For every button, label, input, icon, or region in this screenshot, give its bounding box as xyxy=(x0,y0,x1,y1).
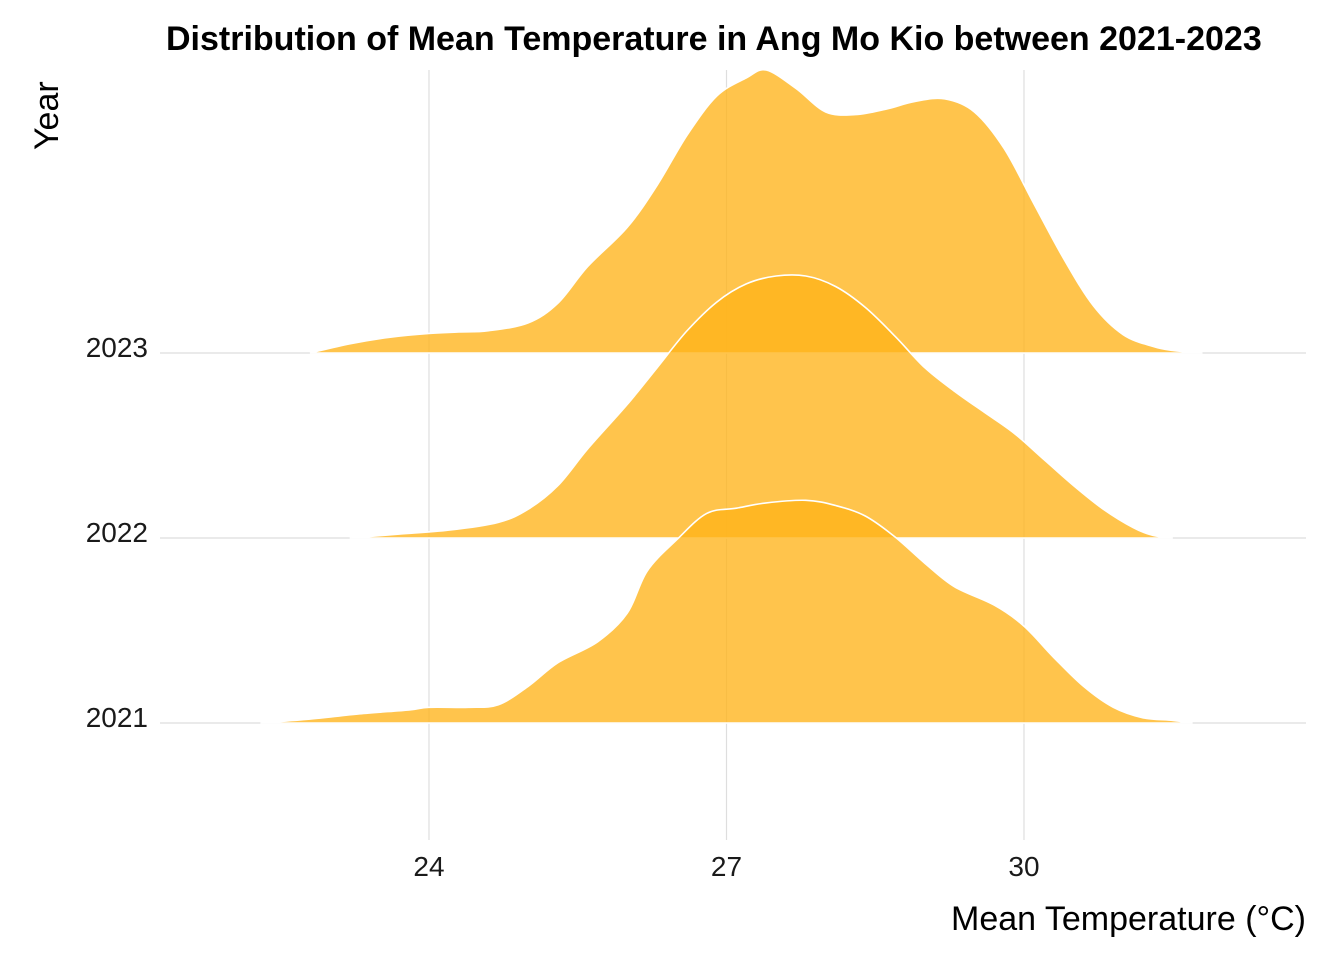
x-tick-labels: 24 27 30 xyxy=(413,851,1039,882)
chart-title: Distribution of Mean Temperature in Ang … xyxy=(166,20,1262,58)
ridge-2021 xyxy=(260,499,1193,724)
x-tick-label-30: 30 xyxy=(1008,851,1039,882)
y-tick-label-2022: 2022 xyxy=(86,517,148,548)
x-axis-title: Mean Temperature (°C) xyxy=(951,900,1306,938)
y-axis-title: Year xyxy=(28,81,66,150)
y-tick-label-2023: 2023 xyxy=(86,332,148,363)
x-tick-label-27: 27 xyxy=(711,851,742,882)
ridge-2023 xyxy=(309,68,1203,354)
ridges-layer xyxy=(260,68,1203,724)
x-tick-label-24: 24 xyxy=(413,851,444,882)
ridge-2022 xyxy=(349,274,1173,539)
y-tick-labels: 2021 2022 2023 xyxy=(86,332,148,733)
y-tick-label-2021: 2021 xyxy=(86,702,148,733)
